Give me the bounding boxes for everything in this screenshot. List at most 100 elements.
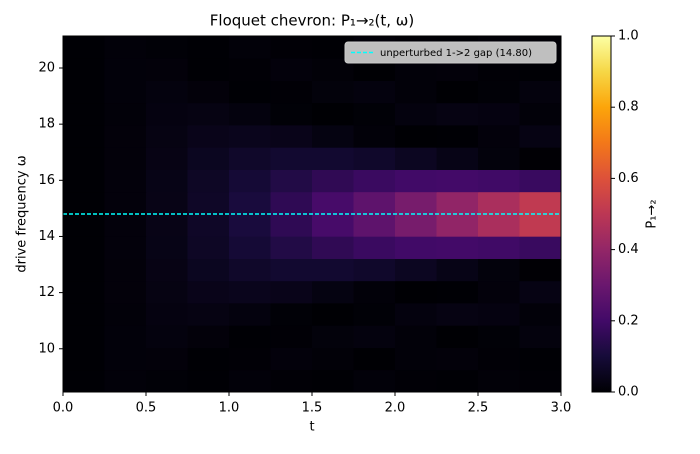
heatmap-cell — [436, 213, 479, 237]
heatmap-cell — [104, 80, 147, 104]
heatmap-cell — [395, 325, 437, 348]
heatmap-cell — [436, 80, 479, 104]
heatmap-cell — [270, 147, 313, 170]
x-tick-label: 1.0 — [219, 401, 240, 416]
heatmap-cell — [478, 280, 520, 304]
heatmap-cell — [395, 236, 437, 259]
heatmap-cell — [63, 369, 105, 393]
heatmap-cell — [312, 169, 354, 193]
heatmap-cell — [478, 147, 520, 170]
heatmap-cell — [478, 213, 520, 237]
heatmap-cell — [395, 58, 437, 81]
heatmap-cell — [146, 147, 188, 170]
heatmap-cell — [63, 124, 105, 148]
heatmap-cell — [229, 191, 271, 215]
heatmap-cell — [104, 369, 147, 393]
heatmap-cell — [519, 325, 562, 348]
heatmap-cell — [229, 213, 271, 237]
legend: unperturbed 1->2 gap (14.80) — [344, 41, 557, 64]
heatmap-cell — [187, 191, 230, 215]
heatmap-cell — [478, 169, 520, 193]
heatmap-cell — [519, 169, 562, 193]
heatmap-cell — [146, 325, 188, 348]
heatmap-cell — [519, 213, 562, 237]
heatmap-cell — [270, 280, 313, 304]
y-tick-label: 14 — [38, 229, 55, 244]
heatmap-cell — [187, 124, 230, 148]
heatmap-cell — [270, 325, 313, 348]
heatmap-cell — [312, 258, 354, 282]
y-axis-label: drive frequency ω — [15, 155, 30, 272]
heatmap-cell — [104, 258, 147, 282]
heatmap-cell — [146, 258, 188, 282]
heatmap-cell — [519, 102, 562, 126]
colorbar-tick-label: 0.8 — [618, 100, 639, 115]
heatmap-cell — [270, 347, 313, 371]
heatmap-cell — [187, 347, 230, 371]
heatmap-cell — [229, 325, 271, 348]
heatmap-cell — [63, 36, 105, 59]
heatmap-cell — [104, 58, 147, 81]
heatmap-cell — [353, 325, 396, 348]
heatmap-cell — [187, 236, 230, 259]
chart-title: Floquet chevron: P₁→₂(t, ω) — [210, 12, 414, 30]
heatmap-cell — [146, 213, 188, 237]
heatmap-cell — [395, 169, 437, 193]
heatmap-cell — [519, 124, 562, 148]
heatmap-cell — [353, 369, 396, 393]
heatmap-cell — [270, 258, 313, 282]
heatmap-cell — [436, 102, 479, 126]
heatmap-cell — [395, 302, 437, 326]
heatmap-cell — [353, 147, 396, 170]
heatmap-cell — [478, 258, 520, 282]
x-tick-label: 3.0 — [551, 401, 572, 416]
heatmap-cell — [436, 280, 479, 304]
heatmap-cell — [312, 236, 354, 259]
heatmap-cell — [104, 280, 147, 304]
heatmap-cell — [104, 325, 147, 348]
heatmap-cell — [436, 347, 479, 371]
heatmap-cell — [353, 236, 396, 259]
heatmap-cell — [395, 102, 437, 126]
heatmap-cell — [187, 258, 230, 282]
heatmap-cell — [395, 213, 437, 237]
heatmap-cell — [270, 36, 313, 59]
heatmap-cell — [312, 147, 354, 170]
heatmap-cell — [519, 58, 562, 81]
heatmap-cell — [436, 325, 479, 348]
heatmap-cell — [478, 325, 520, 348]
heatmap-cell — [104, 236, 147, 259]
heatmap-cell — [353, 280, 396, 304]
heatmap-cell — [353, 213, 396, 237]
heatmap-cell — [187, 58, 230, 81]
heatmap-cell — [270, 58, 313, 81]
heatmap-cell — [63, 213, 105, 237]
heatmap-cell — [146, 236, 188, 259]
heatmap-cell — [146, 347, 188, 371]
heatmap-cell — [395, 191, 437, 215]
heatmap-cell — [63, 191, 105, 215]
heatmap-cell — [312, 347, 354, 371]
heatmap-cell — [478, 191, 520, 215]
heatmap-cell — [229, 102, 271, 126]
heatmap-cell — [270, 302, 313, 326]
heatmap-cell — [436, 302, 479, 326]
heatmap-cell — [353, 58, 396, 81]
heatmap-cell — [478, 80, 520, 104]
heatmap-cell — [187, 102, 230, 126]
x-tick-label: 1.5 — [302, 401, 323, 416]
heatmap-cell — [395, 347, 437, 371]
heatmap-cell — [312, 302, 354, 326]
heatmap-cell — [229, 169, 271, 193]
heatmap-cell — [229, 347, 271, 371]
heatmap-cell — [63, 80, 105, 104]
heatmap-cell — [187, 325, 230, 348]
heatmap-cell — [63, 347, 105, 371]
heatmap-cell — [187, 213, 230, 237]
heatmap-cell — [312, 102, 354, 126]
heatmap-cell — [436, 58, 479, 81]
heatmap-cell — [312, 124, 354, 148]
heatmap-cell — [478, 102, 520, 126]
y-tick-label: 20 — [38, 61, 55, 76]
heatmap-cell — [146, 124, 188, 148]
